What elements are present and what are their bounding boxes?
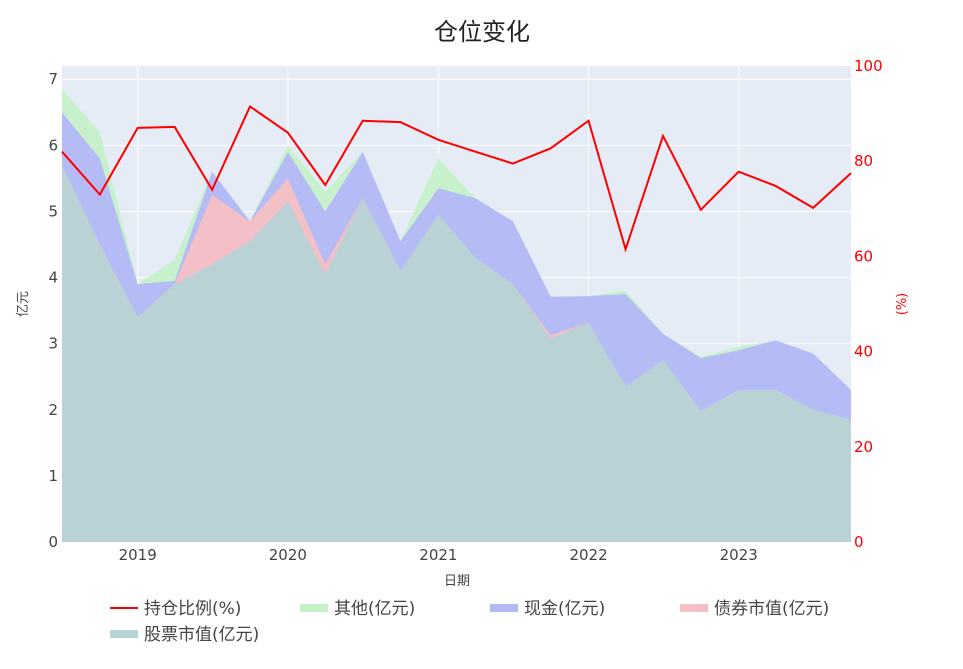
area-series xyxy=(62,89,851,543)
right-axis-ticks: 0 20 40 60 80 100 xyxy=(854,57,883,551)
legend-label: 债券市值(亿元) xyxy=(714,599,829,619)
y2-tick-label: 40 xyxy=(854,343,873,361)
legend-swatch xyxy=(110,630,138,638)
x-tick-label: 2021 xyxy=(419,546,457,564)
y-tick-label: 2 xyxy=(48,401,58,419)
left-axis-ticks: 0 1 2 3 4 5 6 7 xyxy=(48,70,58,551)
x-tick-label: 2019 xyxy=(119,546,157,564)
y2-tick-label: 100 xyxy=(854,57,883,75)
y-tick-label: 3 xyxy=(48,335,58,353)
line-series-ratio xyxy=(61,104,852,253)
y-tick-label: 1 xyxy=(48,467,58,485)
legend[interactable]: 持仓比例(%) 其他(亿元) 现金(亿元) 债券市值(亿元) 股票市值(亿元) xyxy=(110,599,829,645)
y-axis-title: 亿元 xyxy=(16,291,31,317)
y-tick-label: 4 xyxy=(48,269,58,287)
y2-axis-title: (%) xyxy=(895,293,910,316)
legend-label: 现金(亿元) xyxy=(524,599,605,619)
chart-title: 仓位变化 xyxy=(434,18,530,46)
y2-tick-label: 60 xyxy=(854,247,873,265)
x-tick-label: 2023 xyxy=(720,546,758,564)
legend-swatch xyxy=(300,604,328,612)
y2-tick-label: 80 xyxy=(854,152,873,170)
legend-label: 持仓比例(%) xyxy=(144,599,241,619)
area-series-1 xyxy=(62,165,851,543)
y-tick-label: 6 xyxy=(48,136,58,154)
y2-tick-label: 20 xyxy=(854,438,873,456)
legend-swatch xyxy=(490,604,518,612)
x-tick-label: 2020 xyxy=(269,546,307,564)
x-tick-label: 2022 xyxy=(569,546,607,564)
legend-item[interactable]: 股票市值(亿元) xyxy=(110,625,259,645)
legend-item[interactable]: 持仓比例(%) xyxy=(110,599,241,619)
legend-label: 股票市值(亿元) xyxy=(144,625,259,645)
legend-item[interactable]: 债券市值(亿元) xyxy=(680,599,829,619)
legend-swatch xyxy=(680,604,708,612)
legend-item[interactable]: 其他(亿元) xyxy=(300,599,415,619)
legend-label: 其他(亿元) xyxy=(334,599,415,619)
y-tick-label: 0 xyxy=(48,533,58,551)
x-axis-title: 日期 xyxy=(444,574,470,589)
legend-item[interactable]: 现金(亿元) xyxy=(490,599,605,619)
y2-tick-label: 0 xyxy=(854,533,864,551)
y-tick-label: 5 xyxy=(48,202,58,220)
y-tick-label: 7 xyxy=(48,70,58,88)
x-axis-ticks: 2019 2020 2021 2022 2023 xyxy=(119,546,758,564)
line-series xyxy=(61,104,852,253)
